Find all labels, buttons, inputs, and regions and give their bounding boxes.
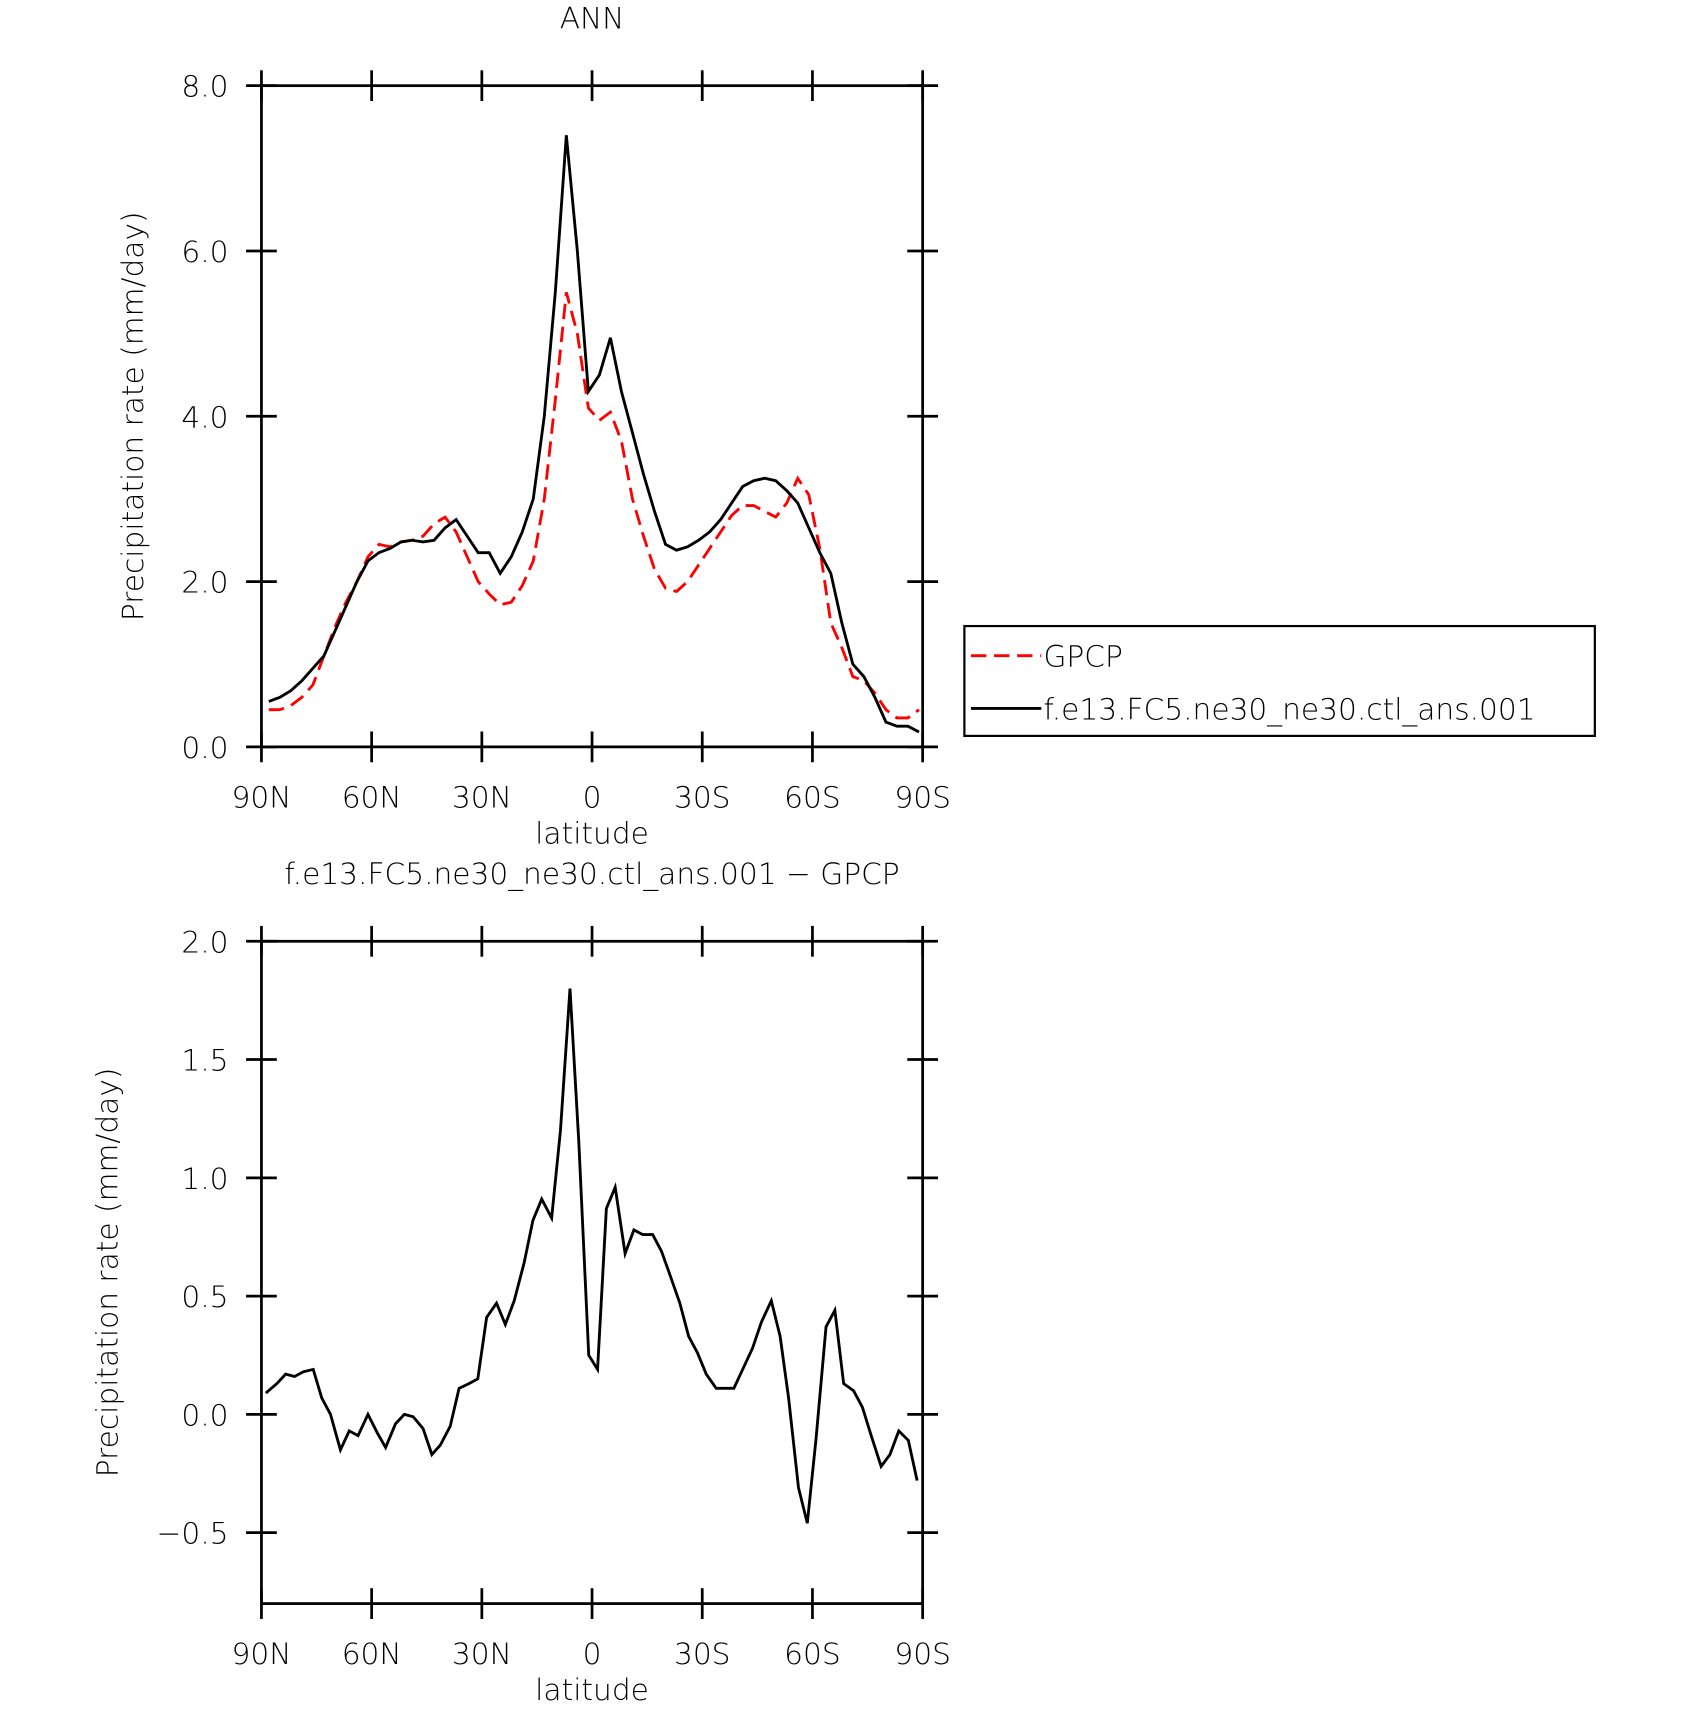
- data-line: [268, 291, 920, 720]
- x-tick-label: 90S: [894, 779, 951, 814]
- y-tick-label: 2.0: [181, 565, 228, 600]
- x-tick-label: 90S: [894, 1636, 951, 1671]
- x-tick-label: 0: [583, 1636, 602, 1671]
- y-axis-label: Precipitation rate (mm/day): [90, 1068, 125, 1478]
- x-tick-label: 90N: [231, 1636, 291, 1671]
- y-tick-label: 0.0: [181, 730, 228, 765]
- x-tick-label: 30N: [452, 779, 512, 814]
- data-line: [268, 135, 920, 734]
- x-tick-label: 30S: [674, 1636, 731, 1671]
- x-tick-label: 60N: [342, 779, 402, 814]
- x-tick-label: 30S: [674, 779, 731, 814]
- x-axis-label: latitude: [535, 1672, 649, 1707]
- x-axis-label: latitude: [535, 816, 649, 851]
- y-tick-label: 0.0: [181, 1397, 228, 1432]
- legend-box: [963, 624, 1596, 737]
- x-tick-label: 60N: [342, 1636, 402, 1671]
- y-tick-label: 6.0: [181, 234, 228, 269]
- y-axis-label: Precipitation rate (mm/day): [115, 211, 150, 621]
- y-tick-label: 4.0: [181, 399, 228, 434]
- chart-title: f.e13.FC5.ne30_ne30.ctl_ans.001 − GPCP: [284, 856, 899, 892]
- plot-frame: [260, 84, 925, 749]
- x-tick-label: 90N: [231, 779, 291, 814]
- x-tick-label: 30N: [452, 1636, 512, 1671]
- y-tick-label: 1.5: [181, 1043, 228, 1078]
- y-tick-label: 8.0: [181, 69, 228, 104]
- chart-title: ANN: [560, 1, 625, 36]
- data-line: [264, 988, 919, 1524]
- y-tick-label: −0.5: [157, 1516, 229, 1551]
- x-tick-label: 60S: [784, 779, 841, 814]
- x-tick-label: 60S: [784, 1636, 841, 1671]
- legend-label: GPCP: [1043, 639, 1122, 674]
- y-tick-label: 0.5: [181, 1279, 228, 1314]
- y-tick-label: 1.0: [181, 1161, 228, 1196]
- plot-frame: [260, 939, 925, 1605]
- y-tick-label: 2.0: [181, 924, 228, 959]
- x-tick-label: 0: [583, 779, 602, 814]
- legend-label: f.e13.FC5.ne30_ne30.ctl_ans.001: [1043, 691, 1535, 727]
